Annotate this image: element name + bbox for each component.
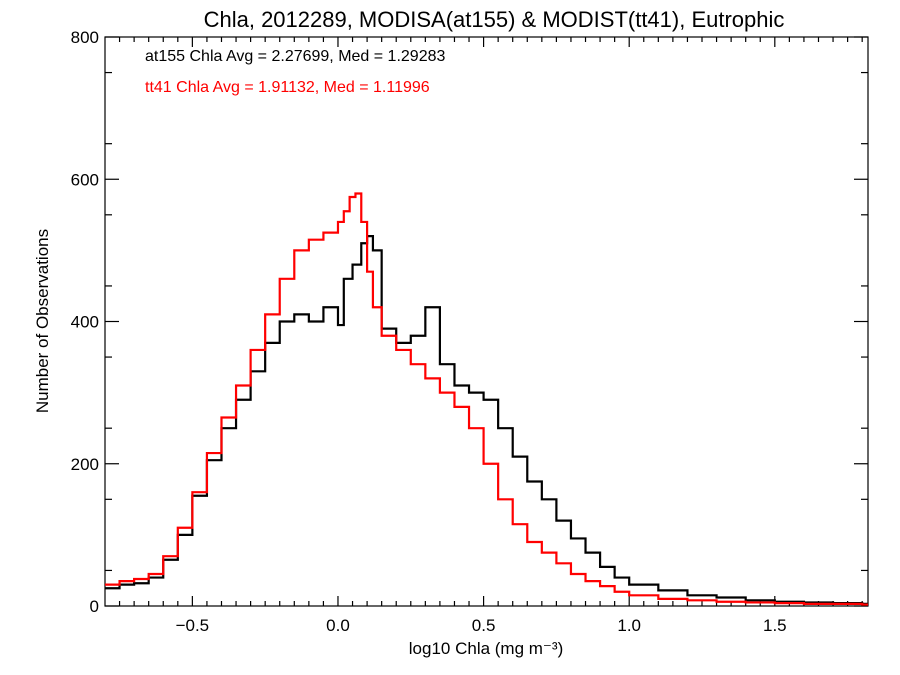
x-tick-label: 1.5: [763, 616, 787, 635]
x-tick-label: −0.5: [176, 616, 210, 635]
x-axis-label: log10 Chla (mg m⁻³): [409, 639, 563, 658]
x-tick-label: 0.5: [472, 616, 496, 635]
y-tick-label: 800: [71, 28, 99, 47]
annotation-tt41: tt41 Chla Avg = 1.91132, Med = 1.11996: [145, 79, 430, 96]
axis-ticks: −0.5 0.0 0.5 1.0 1.5 0 200 400 600 800: [71, 28, 868, 635]
annotation-at155: at155 Chla Avg = 2.27699, Med = 1.29283: [145, 48, 445, 65]
x-tick-label: 1.0: [617, 616, 641, 635]
plot-frame: [104, 36, 869, 607]
y-axis-label: Number of Observations: [33, 229, 52, 413]
chart-title: Chla, 2012289, MODISA(at155) & MODIST(tt…: [204, 7, 785, 32]
series-layer: [105, 192, 868, 606]
x-tick-label: 0.0: [326, 616, 350, 635]
y-tick-label: 0: [90, 597, 99, 616]
histogram-series-at155: [105, 235, 868, 605]
y-tick-label: 600: [71, 170, 99, 189]
y-tick-label: 200: [71, 455, 99, 474]
histogram-series-tt41: [105, 192, 868, 606]
y-tick-label: 400: [71, 313, 99, 332]
